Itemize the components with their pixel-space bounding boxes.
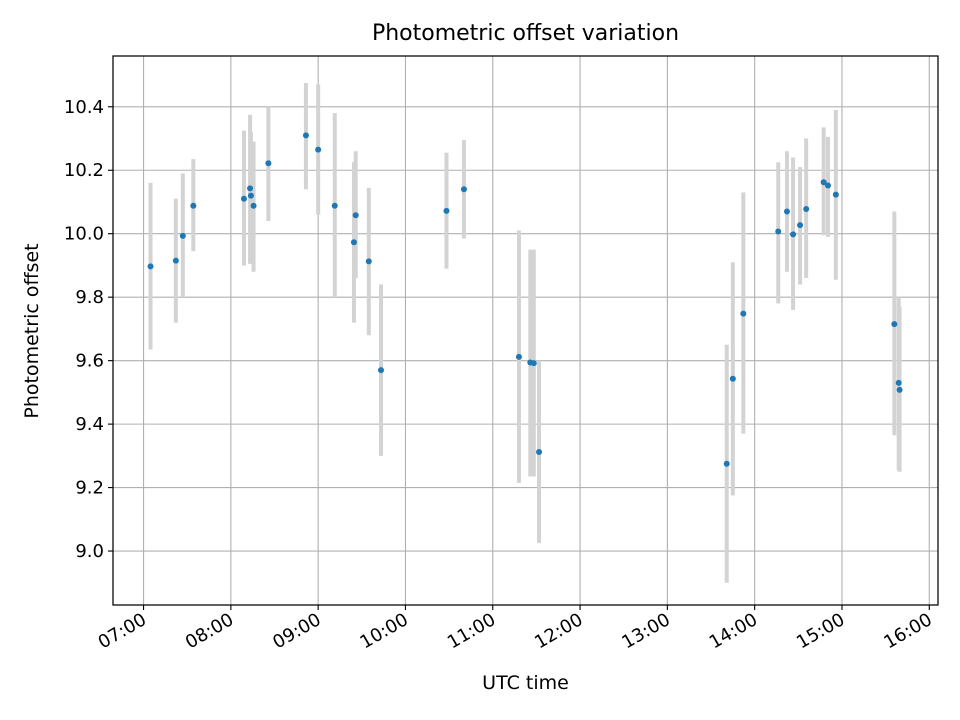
data-point [740, 310, 747, 317]
x-tick-label: 15:00 [793, 609, 848, 653]
data-point [515, 353, 522, 360]
y-tick-label: 9.4 [75, 414, 104, 435]
y-tick-label: 9.8 [75, 287, 104, 308]
data-point [775, 228, 782, 235]
x-tick-label: 08:00 [182, 609, 237, 653]
data-point [350, 239, 357, 246]
data-point [378, 367, 385, 374]
data-point [895, 379, 902, 386]
data-point [460, 186, 467, 193]
chart-title: Photometric offset variation [371, 21, 680, 46]
data-point [723, 460, 730, 467]
data-point [825, 182, 831, 189]
data-point [803, 205, 810, 212]
data-point [896, 386, 903, 393]
y-tick-label: 10.2 [64, 160, 104, 181]
grid-lines [113, 56, 938, 605]
data-point [172, 257, 179, 264]
x-tick-label: 09:00 [269, 609, 324, 653]
data-point [530, 360, 537, 367]
x-tick-label: 11:00 [444, 609, 499, 653]
data-point [365, 258, 372, 265]
x-tick-label: 07:00 [95, 609, 150, 653]
y-tick-label: 9.0 [75, 541, 104, 562]
error-bars [148, 82, 902, 583]
data-point [315, 146, 322, 153]
data-point [352, 212, 359, 219]
y-axis-label: Photometric offset [21, 243, 43, 419]
data-point [832, 191, 839, 198]
data-point [302, 132, 309, 139]
x-tick-label: 10:00 [357, 609, 412, 653]
x-tick-label: 12:00 [531, 609, 586, 653]
x-axis-label: UTC time [482, 672, 569, 694]
data-point [331, 202, 338, 209]
data-point [729, 375, 736, 382]
x-tick-label: 16:00 [880, 609, 935, 653]
data-point [240, 195, 247, 202]
y-tick-label: 10.0 [64, 224, 104, 245]
y-tick-label: 9.6 [75, 351, 104, 372]
x-tick-label: 14:00 [706, 609, 761, 653]
data-point [820, 179, 827, 186]
x-axis-ticks: 07:00 08:00 09:00 10:00 11:00 12:00 13:00 14:00… [95, 605, 936, 653]
data-point [250, 202, 257, 209]
data-point [190, 202, 197, 209]
data-point [797, 222, 804, 229]
data-point [790, 231, 797, 238]
data-point [247, 192, 254, 199]
data-point [891, 321, 898, 328]
y-tick-label: 10.4 [64, 97, 104, 118]
axes-frame [112, 55, 939, 606]
data-point [147, 263, 154, 270]
data-point [783, 208, 790, 215]
y-tick-label: 9.2 [75, 478, 104, 499]
data-point [265, 160, 272, 167]
data-point [536, 449, 543, 456]
y-axis-ticks: 9.0 9.2 9.4 9.6 9.8 10.0 10.2 10.4 [64, 97, 113, 562]
x-tick-label: 13:00 [618, 609, 673, 653]
data-point [247, 185, 254, 192]
data-point [179, 232, 186, 239]
data-points [147, 132, 903, 467]
data-point [443, 207, 450, 214]
